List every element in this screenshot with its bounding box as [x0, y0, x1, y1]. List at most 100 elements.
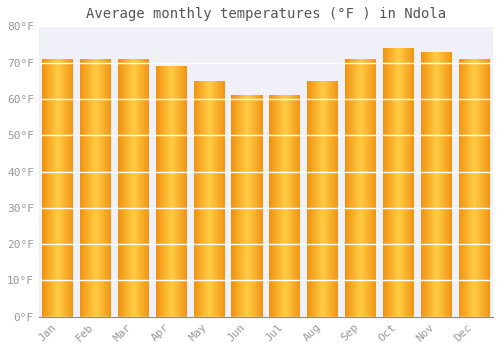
Bar	[236, 95, 237, 317]
Bar	[277, 95, 278, 317]
Bar	[428, 52, 430, 317]
Bar	[240, 95, 241, 317]
Bar	[442, 52, 444, 317]
Bar	[486, 59, 488, 317]
Bar	[136, 59, 138, 317]
Bar	[316, 81, 318, 317]
Bar	[360, 59, 362, 317]
Bar	[281, 95, 282, 317]
Bar	[194, 81, 195, 317]
Bar	[368, 59, 369, 317]
Bar	[310, 81, 311, 317]
Bar	[80, 59, 81, 317]
Bar	[200, 81, 202, 317]
Bar	[258, 95, 260, 317]
Bar	[134, 59, 135, 317]
Bar	[72, 59, 74, 317]
Bar	[126, 59, 127, 317]
Bar	[206, 81, 207, 317]
Bar	[355, 59, 356, 317]
Bar	[163, 66, 164, 317]
Bar	[359, 59, 360, 317]
Bar	[349, 59, 350, 317]
Bar	[125, 59, 126, 317]
Bar	[209, 81, 210, 317]
Bar	[52, 59, 53, 317]
Bar	[325, 81, 326, 317]
Bar	[433, 52, 434, 317]
Bar	[434, 52, 436, 317]
Bar	[216, 81, 217, 317]
Bar	[436, 52, 437, 317]
Bar	[62, 59, 63, 317]
Bar	[482, 59, 484, 317]
Bar	[408, 48, 410, 317]
Bar	[336, 81, 338, 317]
Bar	[143, 59, 144, 317]
Bar	[82, 59, 83, 317]
Bar	[358, 59, 359, 317]
Bar	[356, 59, 358, 317]
Bar	[328, 81, 329, 317]
Bar	[98, 59, 100, 317]
Bar	[413, 48, 414, 317]
Bar	[321, 81, 322, 317]
Bar	[399, 48, 400, 317]
Bar	[260, 95, 261, 317]
Bar	[169, 66, 170, 317]
Bar	[66, 59, 67, 317]
Bar	[43, 59, 44, 317]
Bar	[219, 81, 220, 317]
Bar	[71, 59, 72, 317]
Bar	[423, 52, 424, 317]
Bar	[278, 95, 280, 317]
Bar	[164, 66, 165, 317]
Bar	[130, 59, 131, 317]
Bar	[237, 95, 238, 317]
Bar	[484, 59, 485, 317]
Bar	[141, 59, 142, 317]
Bar	[124, 59, 125, 317]
Bar	[290, 95, 291, 317]
Bar	[291, 95, 292, 317]
Bar	[426, 52, 427, 317]
Bar	[146, 59, 148, 317]
Bar	[247, 95, 248, 317]
Bar	[412, 48, 413, 317]
Bar	[212, 81, 213, 317]
Bar	[90, 59, 91, 317]
Bar	[91, 59, 92, 317]
Bar	[394, 48, 396, 317]
Bar	[319, 81, 320, 317]
Bar	[422, 52, 423, 317]
Bar	[50, 59, 51, 317]
Bar	[366, 59, 367, 317]
Bar	[168, 66, 169, 317]
Bar	[450, 52, 451, 317]
Bar	[275, 95, 276, 317]
Bar	[403, 48, 404, 317]
Bar	[373, 59, 374, 317]
Bar	[106, 59, 107, 317]
Bar	[462, 59, 464, 317]
Bar	[440, 52, 441, 317]
Bar	[61, 59, 62, 317]
Bar	[288, 95, 290, 317]
Bar	[348, 59, 349, 317]
Bar	[248, 95, 250, 317]
Bar	[242, 95, 243, 317]
Bar	[96, 59, 97, 317]
Bar	[196, 81, 198, 317]
Bar	[320, 81, 321, 317]
Bar	[176, 66, 178, 317]
Bar	[430, 52, 431, 317]
Bar	[108, 59, 109, 317]
Bar	[397, 48, 398, 317]
Bar	[121, 59, 122, 317]
Bar	[83, 59, 84, 317]
Bar	[315, 81, 316, 317]
Bar	[479, 59, 480, 317]
Bar	[148, 59, 149, 317]
Bar	[421, 52, 422, 317]
Bar	[444, 52, 445, 317]
